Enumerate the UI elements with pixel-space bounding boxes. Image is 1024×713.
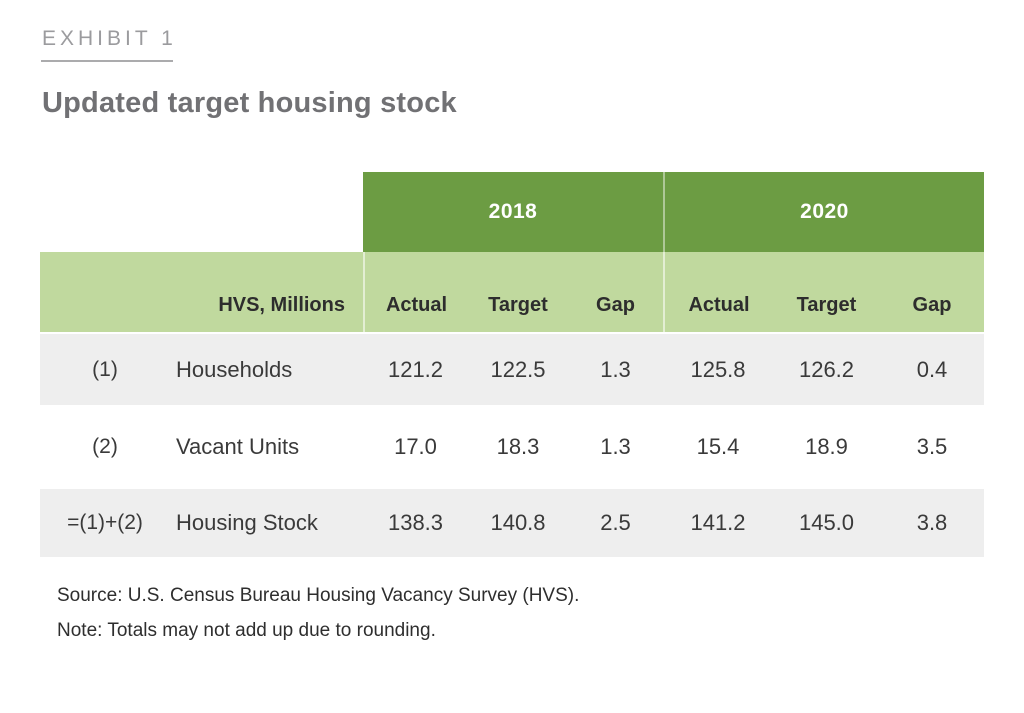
table-row-housing-stock: =(1)+(2) Housing Stock 138.3 140.8 2.5 1… — [40, 489, 984, 557]
year-header-2020: 2020 — [663, 172, 984, 252]
col-header-gap-2018: Gap — [596, 294, 635, 316]
col-header-actual-2018: Actual — [363, 252, 468, 332]
col-header-gap-2020: Gap — [912, 294, 952, 316]
rounding-note: Note: Totals may not add up due to round… — [57, 620, 436, 641]
year-header-2018: 2018 — [363, 172, 663, 252]
value-2018-target: 18.3 — [496, 434, 540, 459]
year-header-row: 2018 2020 — [40, 172, 984, 252]
column-header-row: HVS, Millions Actual Target Gap Actual T… — [40, 252, 984, 332]
row-id: =(1)+(2) — [67, 511, 143, 534]
row-id: (1) — [92, 357, 118, 381]
value-2020-gap: 0.4 — [916, 356, 948, 382]
housing-stock-table: 2018 2020 HVS, Millions Actual Target Ga… — [40, 172, 984, 557]
col-header-target-2020: Target — [796, 294, 857, 316]
col-header-actual-2020: Actual — [663, 252, 773, 332]
units-label: HVS, Millions — [218, 294, 345, 316]
value-2020-actual: 125.8 — [690, 356, 746, 382]
value-2018-gap: 2.5 — [600, 510, 631, 535]
row-id: (2) — [92, 435, 118, 458]
value-2020-target: 145.0 — [798, 510, 855, 535]
row-label: Housing Stock — [176, 510, 318, 535]
year-header-spacer — [40, 172, 363, 252]
value-2018-actual: 121.2 — [387, 356, 444, 382]
value-2020-actual: 141.2 — [690, 510, 746, 535]
row-label: Households — [176, 356, 293, 382]
value-2018-gap: 1.3 — [600, 356, 631, 382]
value-2018-target: 122.5 — [490, 356, 546, 382]
value-2018-gap: 1.3 — [600, 434, 631, 459]
exhibit-label: EXHIBIT 1 — [42, 27, 177, 50]
value-2018-actual: 17.0 — [394, 434, 437, 459]
table-row-households: (1) Households 121.2 122.5 1.3 125.8 126… — [40, 334, 984, 405]
page-title: Updated target housing stock — [42, 87, 457, 119]
row-label: Vacant Units — [176, 434, 300, 459]
table-row-vacant-units: (2) Vacant Units 17.0 18.3 1.3 15.4 18.9… — [40, 405, 984, 489]
value-2020-actual: 15.4 — [696, 434, 740, 459]
value-2018-target: 140.8 — [490, 510, 546, 535]
exhibit-underline — [41, 60, 173, 62]
col-header-target-2018: Target — [488, 294, 548, 316]
value-2020-target: 18.9 — [805, 434, 848, 459]
value-2020-gap: 3.5 — [916, 434, 948, 459]
value-2020-gap: 3.8 — [916, 510, 948, 535]
table-footnotes: Source: U.S. Census Bureau Housing Vacan… — [57, 578, 579, 648]
value-2018-actual: 138.3 — [387, 510, 444, 535]
value-2020-target: 126.2 — [798, 356, 855, 382]
source-note: Source: U.S. Census Bureau Housing Vacan… — [57, 585, 580, 606]
